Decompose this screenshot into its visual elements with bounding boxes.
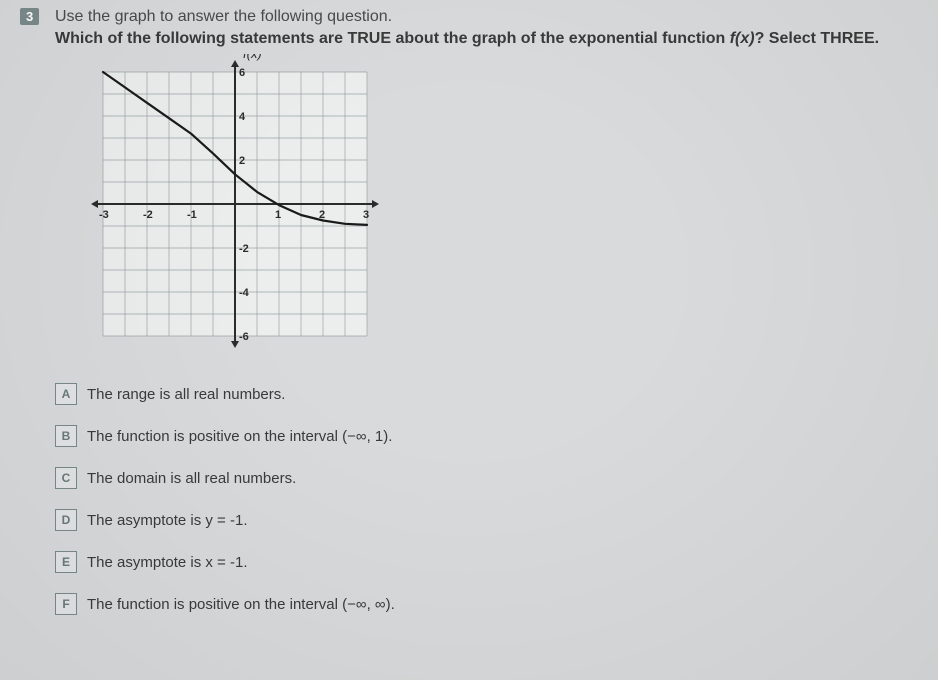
svg-text:6: 6 (239, 67, 245, 79)
answer-options: A The range is all real numbers. B The func… (55, 383, 918, 615)
svg-text:4: 4 (239, 111, 246, 123)
svg-text:-6: -6 (239, 331, 249, 343)
exponential-graph: -3-2-1123-6-4-2246xf(x) (85, 54, 385, 354)
svg-text:f(x): f(x) (243, 54, 262, 61)
prompt-suffix: ? Select THREE. (755, 30, 879, 47)
option-d[interactable]: D The asymptote is y = -1. (55, 509, 918, 531)
option-e[interactable]: E The asymptote is x = -1. (55, 551, 918, 573)
option-tile-d[interactable]: D (55, 509, 77, 531)
prompt-prefix: Which of the following statements are TR… (55, 30, 730, 47)
question-number: 3 (20, 8, 39, 25)
svg-text:-2: -2 (143, 209, 153, 221)
option-b[interactable]: B The function is positive on the interva… (55, 425, 918, 447)
option-a[interactable]: A The range is all real numbers. (55, 383, 918, 405)
svg-text:-4: -4 (239, 287, 250, 299)
option-text-c: The domain is all real numbers. (87, 470, 296, 487)
option-text-e: The asymptote is x = -1. (87, 554, 247, 571)
option-tile-b[interactable]: B (55, 425, 77, 447)
option-tile-e[interactable]: E (55, 551, 77, 573)
option-text-b: The function is positive on the interval… (87, 428, 392, 445)
option-tile-c[interactable]: C (55, 467, 77, 489)
option-c[interactable]: C The domain is all real numbers. (55, 467, 918, 489)
svg-text:2: 2 (239, 155, 245, 167)
svg-text:1: 1 (275, 209, 281, 221)
option-f[interactable]: F The function is positive on the interva… (55, 593, 918, 615)
prompt-text: Which of the following statements are TR… (55, 30, 918, 48)
prompt-fx: f(x) (730, 30, 755, 47)
svg-text:3: 3 (363, 209, 369, 221)
svg-text:-3: -3 (99, 209, 109, 221)
option-text-a: The range is all real numbers. (87, 386, 285, 403)
option-tile-a[interactable]: A (55, 383, 77, 405)
question-content: Use the graph to answer the following qu… (55, 8, 918, 635)
svg-text:-1: -1 (187, 209, 197, 221)
option-tile-f[interactable]: F (55, 593, 77, 615)
svg-text:-2: -2 (239, 243, 249, 255)
option-text-f: The function is positive on the interval… (87, 596, 395, 613)
graph-container: -3-2-1123-6-4-2246xf(x) (85, 54, 918, 359)
instruction-text: Use the graph to answer the following qu… (55, 8, 918, 26)
option-text-d: The asymptote is y = -1. (87, 512, 247, 529)
